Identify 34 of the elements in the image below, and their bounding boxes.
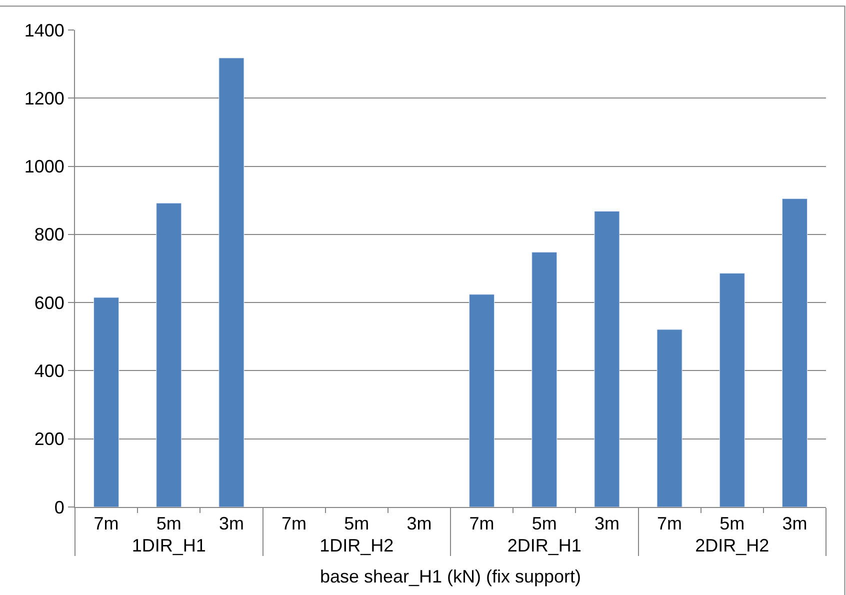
x-tick-label: 7m — [282, 514, 307, 534]
bar — [656, 329, 682, 507]
bar — [532, 252, 558, 507]
x-tick-label: 7m — [657, 514, 682, 534]
bar — [719, 273, 745, 507]
bar — [218, 58, 244, 507]
text: 2DIR_H1 — [507, 536, 582, 556]
bar — [782, 198, 808, 507]
x-tick-label: 5m — [156, 514, 182, 534]
y-tick-label: 1000 — [24, 156, 64, 177]
y-tick-label: 800 — [34, 224, 64, 245]
x-tick-label: 7m — [94, 514, 119, 534]
x-tick-label: 5m — [720, 514, 745, 534]
y-tick-label: 1200 — [24, 88, 64, 108]
x-tick-label: 7m — [469, 514, 494, 534]
y-tick-label: 0 — [54, 497, 64, 518]
bar — [594, 211, 620, 507]
y-tick-label: 1400 — [24, 20, 64, 40]
text: 1DIR_H2 — [320, 536, 394, 556]
x-tick-label: 5m — [344, 514, 370, 534]
bar — [156, 202, 182, 507]
text: 1DIR_H1 — [132, 536, 206, 556]
x-tick-label: 5m — [532, 514, 557, 534]
y-tick-label: 200 — [34, 429, 64, 450]
y-tick-label: 400 — [34, 361, 64, 382]
bar — [469, 294, 495, 507]
text: 2DIR_H2 — [695, 536, 770, 556]
x-tick-label: 3m — [218, 514, 244, 534]
bar — [94, 297, 120, 507]
x-tick-label: 3m — [594, 514, 620, 534]
x-axis-title: base shear_H1 (kN) (fix support) — [320, 566, 582, 587]
x-tick-label: 3m — [782, 514, 808, 534]
y-tick-label: 600 — [34, 292, 64, 313]
x-tick-label: 3m — [406, 514, 432, 534]
